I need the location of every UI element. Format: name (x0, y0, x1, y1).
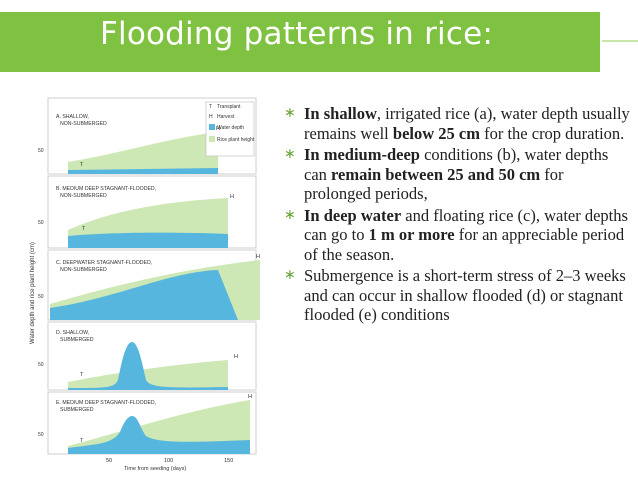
panel-d-ytick: 50 (38, 362, 44, 368)
legend-harvest: Harvest (217, 114, 235, 120)
bullet-3-part-1: In deep water (304, 205, 402, 225)
bullet-3-part-2: and floating rice (c), water depths can … (304, 205, 628, 245)
bullet-2-part-2: conditions (b), water depths can (304, 145, 609, 184)
panel-e-harvest: H (248, 394, 252, 400)
x-tick-100: 100 (164, 458, 173, 464)
panel-d-harvest: H (234, 354, 238, 360)
panel-e-ytick: 50 (38, 432, 44, 438)
bullet-3-part-3: 1 m or more (368, 225, 455, 244)
bullet-submergence: ∗ Submergence is a short-term stress of … (284, 266, 634, 325)
bullet-1-part-2: , irrigated rice (a), water depth usuall… (304, 104, 630, 143)
panel-a-label-2: NON-SUBMERGED (60, 121, 107, 127)
panel-b-label-2: NON-SUBMERGED (60, 193, 107, 199)
panel-c-harvest: H (256, 254, 260, 260)
bullet-2-part-3: remain between 25 and 50 cm (331, 164, 541, 184)
flooding-figure: T Transplant H Harvest Water depth Rice … (28, 94, 260, 474)
title-accent-line (602, 40, 638, 42)
legend-water-depth: Water depth (217, 125, 244, 131)
title-bar (0, 12, 600, 72)
legend: T Transplant H Harvest Water depth Rice … (205, 101, 255, 157)
panel-a-label-1: A. SHALLOW, (56, 114, 89, 120)
panel-b-harvest: H (230, 194, 234, 200)
bullet-2-part-1: In medium-deep (304, 145, 420, 164)
legend-plant-swatch (209, 136, 215, 142)
bullet-shallow: ∗ In shallow, irrigated rice (a), water … (284, 104, 634, 143)
panel-d-label-2: SUBMERGED (60, 337, 94, 343)
bullet-star-icon: ∗ (284, 146, 296, 162)
panel-e-transplant: T (80, 438, 84, 444)
panel-c-label-1: C. DEEPWATER STAGNANT-FLOODED, (56, 260, 152, 266)
panel-c-ytick: 50 (38, 294, 44, 300)
panel-e-label-2: SUBMERGED (60, 407, 94, 413)
bullet-2-part-4: for prolonged periods, (304, 164, 564, 204)
panel-b-ytick: 50 (38, 220, 44, 226)
panel-b-water-area (68, 232, 228, 248)
bullet-medium-deep: ∗ In medium-deep conditions (b), water d… (284, 145, 634, 204)
panel-d-label-1: D. SHALLOW, (56, 330, 89, 336)
bullet-1-part-1: In shallow (304, 104, 377, 123)
x-tick-150: 150 (224, 458, 233, 464)
legend-water-swatch (209, 124, 215, 130)
panel-a-harvest: H (216, 126, 220, 132)
panel-c-label-2: NON-SUBMERGED (60, 267, 107, 273)
bullet-4-part-1: Submergence is a short-term stress of 2–… (304, 266, 626, 324)
x-axis-label: Time from seeding (days) (124, 466, 186, 472)
panel-c-water-area (50, 270, 238, 320)
bullet-3-part-4: for an appreciable period of the season. (304, 225, 625, 264)
legend-h-symbol: H (209, 114, 213, 120)
panel-e-water-area (68, 416, 250, 454)
flooding-diagram: T Transplant H Harvest Water depth Rice … (28, 94, 260, 474)
panel-e-label-1: E. MEDIUM DEEP STAGNANT-FLOODED, (56, 400, 156, 406)
bullet-1-part-3: below 25 cm (392, 123, 480, 143)
panel-a-plant-area (68, 132, 218, 174)
bullet-1-part-4: for the crop duration. (479, 123, 625, 143)
panel-d-plant-area (68, 360, 228, 390)
panel-b-transplant: T (82, 226, 86, 232)
slide-title: Flooding patterns in rice: (100, 16, 493, 52)
panel-a-ytick: 50 (38, 148, 44, 154)
x-tick-50: 50 (106, 458, 112, 464)
panel-d-transplant: T (80, 372, 84, 378)
legend-transplant: Transplant (217, 104, 241, 110)
bullet-deep-water: ∗ In deep water and floating rice (c), w… (284, 206, 634, 265)
bullet-list: ∗ In shallow, irrigated rice (a), water … (284, 104, 634, 327)
bullet-star-icon: ∗ (284, 206, 296, 223)
panel-a-water-area (68, 168, 218, 174)
y-axis-label: Water depth and rice plant height (cm) (30, 242, 36, 344)
bullet-star-icon: ∗ (284, 267, 296, 283)
panel-a-transplant: T (80, 162, 84, 168)
legend-plant-height: Rice plant height (217, 137, 255, 143)
legend-t-symbol: T (209, 104, 212, 110)
panel-b-label-1: B. MEDIUM DEEP STAGNANT-FLOODED, (56, 186, 156, 192)
bullet-star-icon: ∗ (284, 105, 296, 121)
